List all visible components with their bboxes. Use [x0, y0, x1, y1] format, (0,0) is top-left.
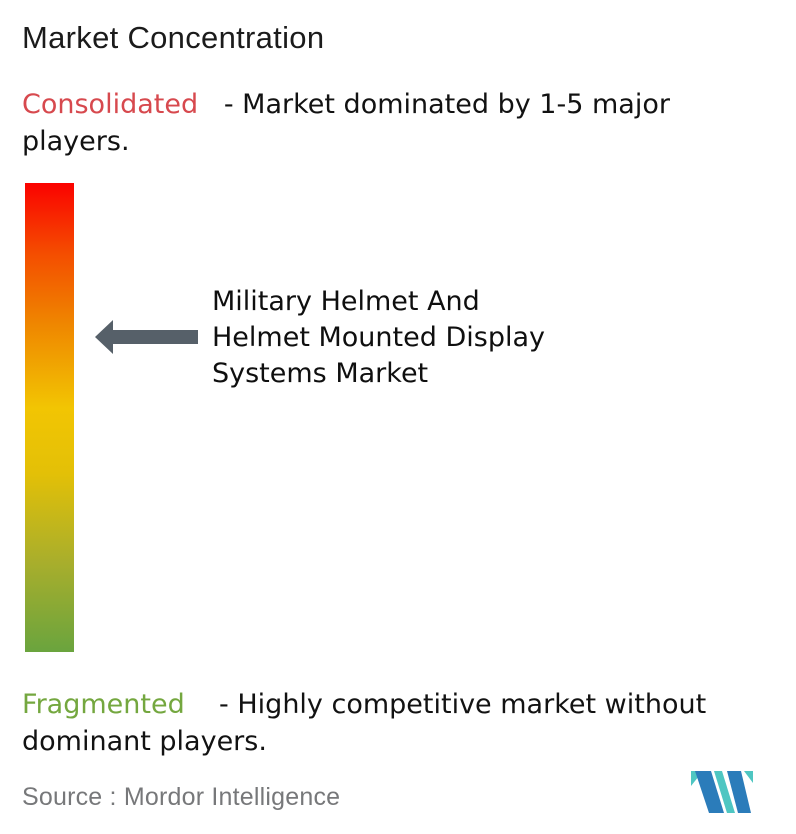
- page-title: Market Concentration: [22, 20, 325, 55]
- consolidated-text: - Market dominated by 1-5 major players.: [22, 89, 670, 157]
- market-label: Military Helmet And Helmet Mounted Displ…: [212, 286, 545, 389]
- consolidated-term: Consolidated: [22, 89, 199, 120]
- concentration-scale-bar: [25, 183, 74, 652]
- source-attribution: Source : Mordor Intelligence: [22, 783, 341, 811]
- consolidated-description: Consolidated - Market dominated by 1-5 m…: [22, 86, 784, 160]
- fragmented-description: Fragmented - Highly competitive market w…: [22, 686, 784, 760]
- mordor-intelligence-logo-icon: [691, 771, 753, 813]
- fragmented-term: Fragmented: [22, 689, 185, 720]
- fragmented-text: - Highly competitive market without domi…: [22, 689, 707, 757]
- left-arrow-icon: [95, 320, 198, 354]
